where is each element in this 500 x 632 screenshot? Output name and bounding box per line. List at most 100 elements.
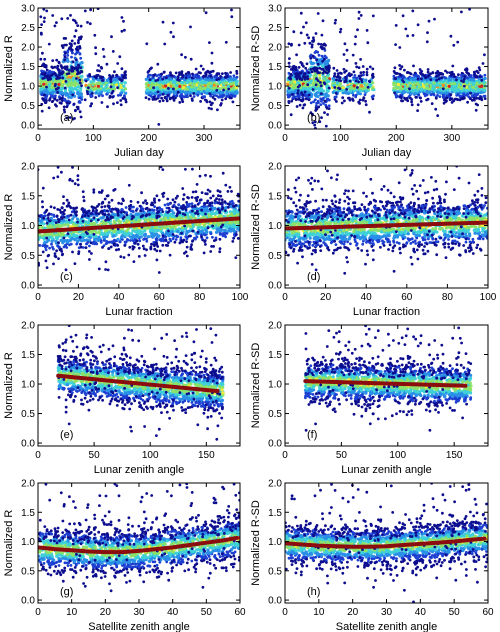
data-point [448,71,452,74]
outlier-point [53,24,57,28]
outlier-point [426,31,429,34]
outlier-point [338,30,342,34]
data-point [71,250,74,254]
outlier-point [364,103,368,107]
data-point [309,53,313,57]
data-point [155,74,159,78]
data-point [321,98,325,101]
data-point [55,99,59,102]
data-point [397,75,401,79]
data-point [457,85,461,89]
outlier-point [348,79,352,83]
outlier-point [357,10,361,14]
outlier-point [79,66,83,69]
outlier-point [74,21,78,25]
data-point [56,208,60,211]
outlier-point [360,80,364,84]
data-point [65,105,69,109]
outlier-point [319,81,322,84]
outlier-point [295,53,298,57]
outlier-point [225,75,229,78]
outlier-point [435,75,438,78]
outlier-point [40,102,44,106]
outlier-point [305,33,309,37]
data-point [479,90,483,95]
outlier-point [456,40,460,44]
outlier-point [184,72,188,76]
outlier-point [55,21,58,24]
data-point [63,110,66,114]
data-point [326,113,329,116]
data-point [166,244,170,247]
outlier-point [353,42,357,46]
outlier-point [211,69,215,73]
data-point [167,241,170,245]
data-point [466,76,469,80]
data-point [201,67,205,71]
outlier-point [394,24,398,27]
outlier-point [462,80,465,84]
outlier-point [310,70,314,74]
outlier-point [67,69,71,72]
data-point [459,86,463,91]
outlier-point [449,34,453,38]
outlier-point [189,25,192,29]
outlier-point [315,58,318,62]
data-point [349,89,353,93]
data-point [444,69,447,73]
outlier-point [78,78,82,82]
data-point [320,116,323,119]
data-point [409,91,413,96]
outlier-point [190,76,194,80]
data-point [400,99,403,103]
outlier-point [88,22,92,26]
outlier-point [101,79,105,82]
data-point [150,242,153,246]
y-tick-label: 3.0 [21,4,35,15]
outlier-point [288,75,292,79]
outlier-point [118,77,122,81]
data-point [467,95,471,98]
outlier-point [111,95,114,99]
data-point [160,72,164,76]
data-point [354,88,358,92]
outlier-point [295,77,299,81]
outlier-point [86,92,90,96]
data-point [89,104,92,108]
data-point [121,238,124,241]
outlier-point [335,100,338,103]
outlier-point [215,88,219,92]
data-point [216,108,219,112]
data-point [395,72,399,75]
outlier-point [94,46,97,50]
data-point [305,87,309,91]
outlier-point [176,75,180,79]
outlier-point [312,40,315,43]
outlier-point [181,73,185,77]
data-point [55,58,59,62]
data-point [170,209,174,213]
data-point [106,268,110,272]
outlier-point [215,73,219,76]
data-point [452,73,456,76]
data-point [470,88,474,93]
data-point [234,81,238,85]
data-point [198,85,202,90]
data-point [431,87,435,91]
data-point [131,229,135,233]
outlier-point [61,76,65,80]
data-point [40,109,44,113]
data-point [78,96,82,100]
data-point [441,83,445,87]
data-point [473,98,476,102]
data-point [371,97,375,101]
data-point [450,97,454,101]
data-point [443,98,446,102]
outlier-point [202,75,205,78]
data-point [460,75,463,79]
outlier-point [154,79,158,82]
data-point [171,237,175,241]
data-point [213,199,217,203]
data-point [301,87,305,91]
outlier-point [42,8,46,11]
